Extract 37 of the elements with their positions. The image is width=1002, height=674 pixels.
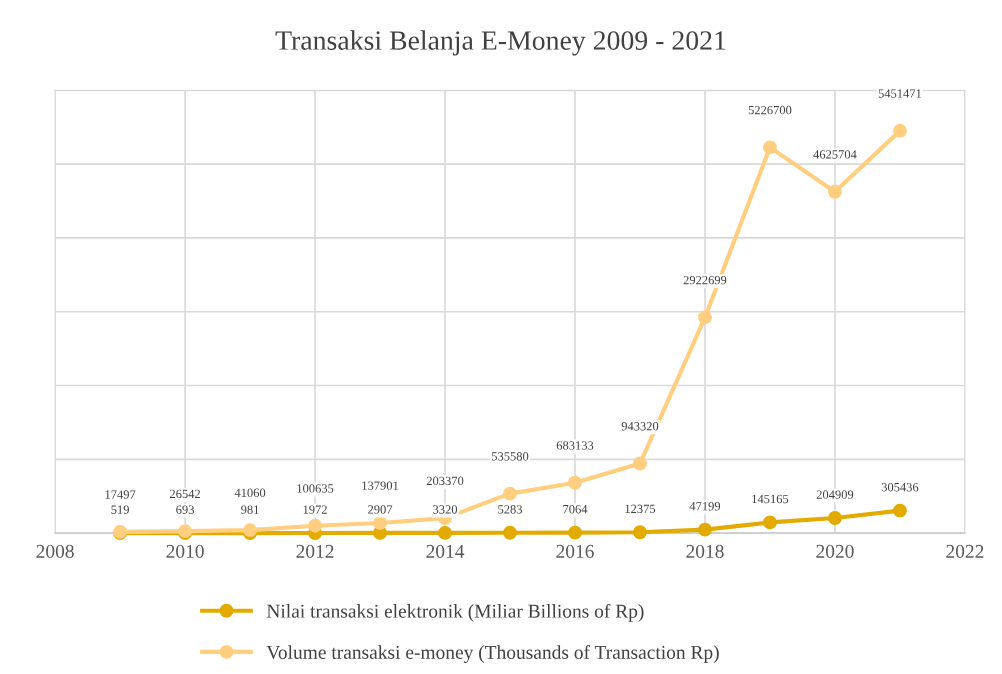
data-label: 693 xyxy=(176,505,194,514)
legend-label: Volume transaksi e-money (Thousands of Transaction Rp) xyxy=(266,645,719,663)
data-label: 203370 xyxy=(426,476,464,486)
x-tick-label: 2018 xyxy=(686,544,724,558)
x-tick-label: 2014 xyxy=(426,544,465,558)
data-label: 12375 xyxy=(625,504,656,514)
data-label: 5226700 xyxy=(748,105,792,115)
data-label: 2907 xyxy=(368,505,393,514)
data-label: 41060 xyxy=(234,488,266,498)
data-label: 7064 xyxy=(563,504,588,514)
data-label: 3320 xyxy=(433,505,458,514)
data-label: 5283 xyxy=(498,505,523,514)
data-label: 17497 xyxy=(105,490,136,499)
legend-label: Nilai transaksi elektronik (Miliar Billions of Rp) xyxy=(266,603,644,622)
x-tick-label: 2020 xyxy=(816,544,854,558)
data-label: 535580 xyxy=(491,452,529,461)
data-label: 943320 xyxy=(621,421,659,431)
x-tick-label: 2012 xyxy=(296,544,334,558)
data-label: 47199 xyxy=(689,502,721,511)
data-label: 305436 xyxy=(881,482,919,492)
x-tick-label: 2010 xyxy=(166,544,204,558)
data-label: 100635 xyxy=(297,484,334,493)
data-label: 981 xyxy=(241,505,259,514)
data-label: 683133 xyxy=(556,441,594,450)
data-label: 26542 xyxy=(170,489,201,499)
x-tick-label: 2022 xyxy=(946,544,984,558)
data-label: 519 xyxy=(111,505,129,514)
data-label: 1972 xyxy=(303,505,327,514)
data-label: 137901 xyxy=(362,481,399,490)
chart-title: Transaksi Belanja E-Money 2009 - 2021 xyxy=(275,30,726,56)
data-label: 2922699 xyxy=(683,275,727,285)
x-tick-label: 2016 xyxy=(556,544,594,558)
data-label: 4625704 xyxy=(813,150,857,159)
data-label: 5451471 xyxy=(878,89,922,98)
data-label: 204909 xyxy=(816,490,854,499)
data-label: 145165 xyxy=(752,494,789,504)
x-tick-label: 2008 xyxy=(36,544,74,558)
